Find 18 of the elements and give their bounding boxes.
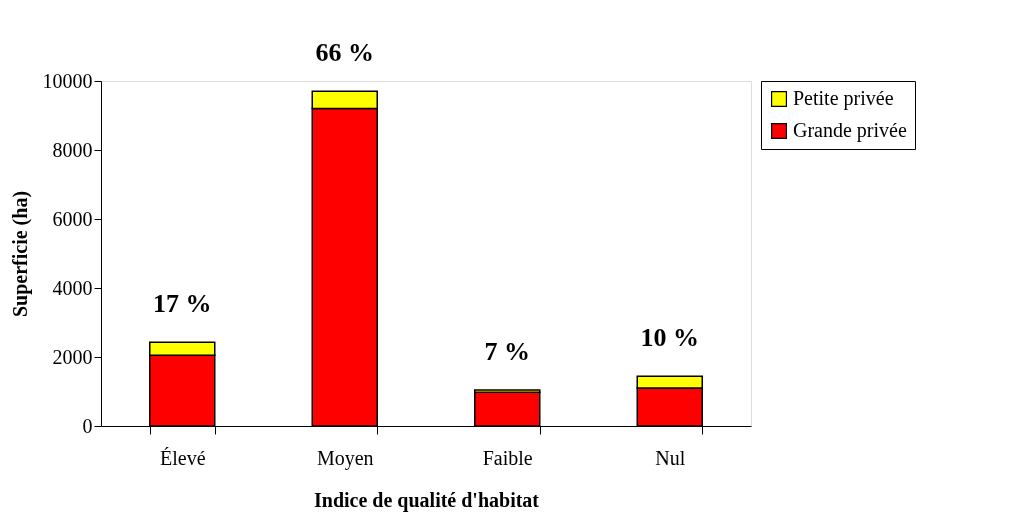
legend-label: Grande privée — [793, 119, 907, 142]
x-tick-label: Moyen — [316, 446, 374, 470]
x-tick-label: Nul — [655, 446, 686, 469]
y-tick-label: 6000 — [52, 207, 93, 230]
x-axis-title: Indice de qualité d'habitat — [313, 488, 540, 512]
y-tick-label: 2000 — [52, 345, 93, 368]
annotation: 10 % — [640, 323, 699, 353]
legend-label: Petite privée — [793, 87, 894, 110]
x-tick-label: Élevé — [159, 446, 206, 469]
x-tick-label: Faible — [482, 446, 533, 469]
annotation: 7 % — [484, 337, 530, 367]
y-axis-title: Superficie (ha) — [8, 190, 32, 318]
y-tick-label: 4000 — [52, 276, 93, 299]
y-tick-label: 8000 — [52, 138, 93, 161]
y-tick-label: 0 — [82, 414, 93, 437]
annotation: 17 % — [153, 289, 212, 319]
y-tick-label: 10000 — [42, 69, 93, 92]
annotation: 66 % — [315, 38, 374, 68]
